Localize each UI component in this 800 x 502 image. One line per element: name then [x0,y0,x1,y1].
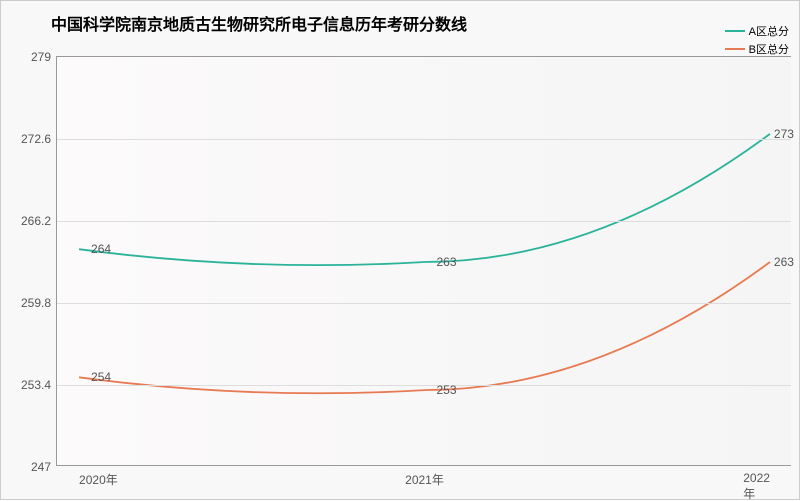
y-tick-label: 272.6 [21,132,57,146]
chart-container: 中国科学院南京地质古生物研究所电子信息历年考研分数线 A区总分 B区总分 247… [0,0,800,500]
legend-item-b: B区总分 [725,41,789,57]
series-line [79,134,770,265]
x-tick-label: 2022年 [743,465,770,502]
y-tick-label: 279 [31,50,57,64]
data-label: 263 [772,255,796,269]
legend: A区总分 B区总分 [725,23,789,59]
data-label: 264 [89,242,113,256]
data-label: 273 [772,127,796,141]
data-label: 263 [434,255,458,269]
line-svg [57,57,792,467]
legend-swatch-a [725,30,745,32]
y-gridline [57,303,791,304]
chart-title: 中国科学院南京地质古生物研究所电子信息历年考研分数线 [51,11,467,35]
legend-item-a: A区总分 [725,23,789,39]
data-label: 253 [434,383,458,397]
y-gridline [57,221,791,222]
y-tick-label: 253.4 [21,378,57,392]
legend-label-b: B区总分 [749,41,789,57]
y-tick-label: 259.8 [21,296,57,310]
legend-label-a: A区总分 [749,23,789,39]
data-label: 254 [89,370,113,384]
x-tick-label: 2021年 [405,465,444,488]
y-tick-label: 266.2 [21,214,57,228]
series-line [79,262,770,393]
x-tick-label: 2020年 [79,465,118,488]
y-gridline [57,139,791,140]
legend-swatch-b [725,48,745,50]
y-gridline [57,385,791,386]
plot-area: 247253.4259.8266.2272.62792020年2021年2022… [56,56,791,466]
y-tick-label: 247 [31,460,57,474]
